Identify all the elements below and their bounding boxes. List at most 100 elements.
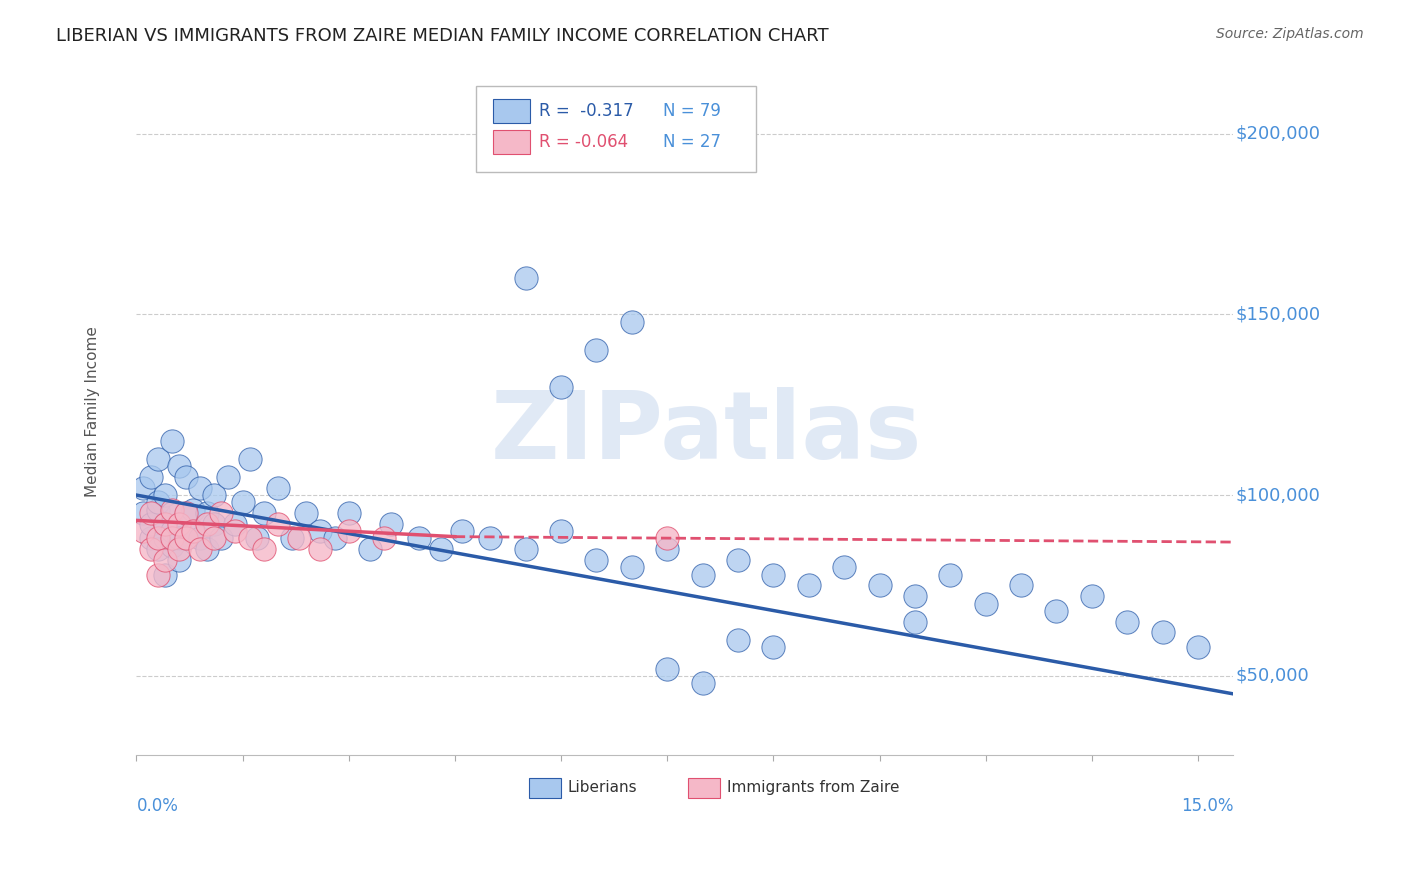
Point bbox=[202, 488, 225, 502]
Point bbox=[323, 532, 346, 546]
Point bbox=[281, 532, 304, 546]
Text: $50,000: $50,000 bbox=[1236, 667, 1309, 685]
Point bbox=[195, 506, 218, 520]
Point bbox=[132, 506, 155, 520]
Point bbox=[408, 532, 430, 546]
Point bbox=[188, 481, 211, 495]
Point bbox=[181, 502, 204, 516]
Text: N = 27: N = 27 bbox=[664, 133, 721, 151]
Point bbox=[692, 567, 714, 582]
Point bbox=[167, 553, 190, 567]
Point bbox=[174, 532, 197, 546]
Point bbox=[167, 516, 190, 531]
Point bbox=[337, 506, 360, 520]
Point bbox=[550, 379, 572, 393]
FancyBboxPatch shape bbox=[529, 778, 561, 798]
Point bbox=[550, 524, 572, 539]
Point bbox=[139, 470, 162, 484]
Point bbox=[620, 314, 643, 328]
Point bbox=[762, 640, 785, 654]
Point bbox=[727, 553, 749, 567]
Point bbox=[217, 470, 239, 484]
Point bbox=[373, 532, 395, 546]
Point bbox=[153, 488, 176, 502]
Point bbox=[429, 542, 451, 557]
Point bbox=[1010, 578, 1032, 592]
Point bbox=[139, 532, 162, 546]
Point bbox=[153, 532, 176, 546]
Point bbox=[797, 578, 820, 592]
Point bbox=[515, 542, 537, 557]
Text: ZIPatlas: ZIPatlas bbox=[491, 386, 922, 478]
Point bbox=[267, 481, 290, 495]
Point bbox=[181, 524, 204, 539]
Point bbox=[657, 542, 679, 557]
Point bbox=[174, 506, 197, 520]
Point bbox=[479, 532, 502, 546]
Point bbox=[181, 524, 204, 539]
Point bbox=[253, 506, 276, 520]
Text: LIBERIAN VS IMMIGRANTS FROM ZAIRE MEDIAN FAMILY INCOME CORRELATION CHART: LIBERIAN VS IMMIGRANTS FROM ZAIRE MEDIAN… bbox=[56, 27, 830, 45]
Point bbox=[295, 506, 318, 520]
Point bbox=[267, 516, 290, 531]
Point bbox=[939, 567, 962, 582]
Point bbox=[202, 532, 225, 546]
Point bbox=[209, 532, 232, 546]
Point bbox=[1045, 604, 1067, 618]
Point bbox=[239, 532, 262, 546]
Point bbox=[146, 495, 169, 509]
Point bbox=[160, 506, 183, 520]
Point bbox=[232, 495, 254, 509]
Text: Median Family Income: Median Family Income bbox=[84, 326, 100, 498]
Point bbox=[1187, 640, 1209, 654]
Text: Immigrants from Zaire: Immigrants from Zaire bbox=[727, 780, 898, 795]
Point bbox=[309, 542, 332, 557]
Point bbox=[146, 451, 169, 466]
Point bbox=[160, 434, 183, 448]
Point bbox=[202, 516, 225, 531]
Point bbox=[146, 542, 169, 557]
Point bbox=[153, 553, 176, 567]
Point bbox=[904, 615, 927, 629]
FancyBboxPatch shape bbox=[688, 778, 720, 798]
Point bbox=[515, 271, 537, 285]
Point bbox=[160, 532, 183, 546]
Point bbox=[246, 532, 269, 546]
Point bbox=[309, 524, 332, 539]
Point bbox=[224, 516, 246, 531]
Text: Source: ZipAtlas.com: Source: ZipAtlas.com bbox=[1216, 27, 1364, 41]
Text: $150,000: $150,000 bbox=[1236, 305, 1320, 323]
Point bbox=[585, 343, 607, 358]
Point bbox=[692, 676, 714, 690]
FancyBboxPatch shape bbox=[477, 86, 756, 171]
Point bbox=[288, 532, 311, 546]
Text: N = 79: N = 79 bbox=[664, 102, 721, 120]
Text: 0.0%: 0.0% bbox=[136, 797, 179, 814]
Point bbox=[974, 597, 997, 611]
Point bbox=[160, 502, 183, 516]
Point bbox=[762, 567, 785, 582]
Text: 15.0%: 15.0% bbox=[1181, 797, 1233, 814]
Point bbox=[174, 470, 197, 484]
Point bbox=[139, 516, 162, 531]
Point bbox=[337, 524, 360, 539]
Point bbox=[132, 524, 155, 539]
Point bbox=[1116, 615, 1139, 629]
Point bbox=[359, 542, 381, 557]
Point bbox=[209, 506, 232, 520]
Point bbox=[167, 532, 190, 546]
Point bbox=[160, 524, 183, 539]
Point bbox=[253, 542, 276, 557]
Text: $200,000: $200,000 bbox=[1236, 125, 1320, 143]
Point bbox=[153, 516, 176, 531]
Point bbox=[904, 589, 927, 603]
Text: $100,000: $100,000 bbox=[1236, 486, 1320, 504]
Point bbox=[139, 542, 162, 557]
Point bbox=[657, 532, 679, 546]
Text: R = -0.064: R = -0.064 bbox=[538, 133, 628, 151]
FancyBboxPatch shape bbox=[494, 130, 530, 153]
Point bbox=[1081, 589, 1104, 603]
Point bbox=[195, 516, 218, 531]
Point bbox=[832, 560, 855, 574]
Point bbox=[224, 524, 246, 539]
